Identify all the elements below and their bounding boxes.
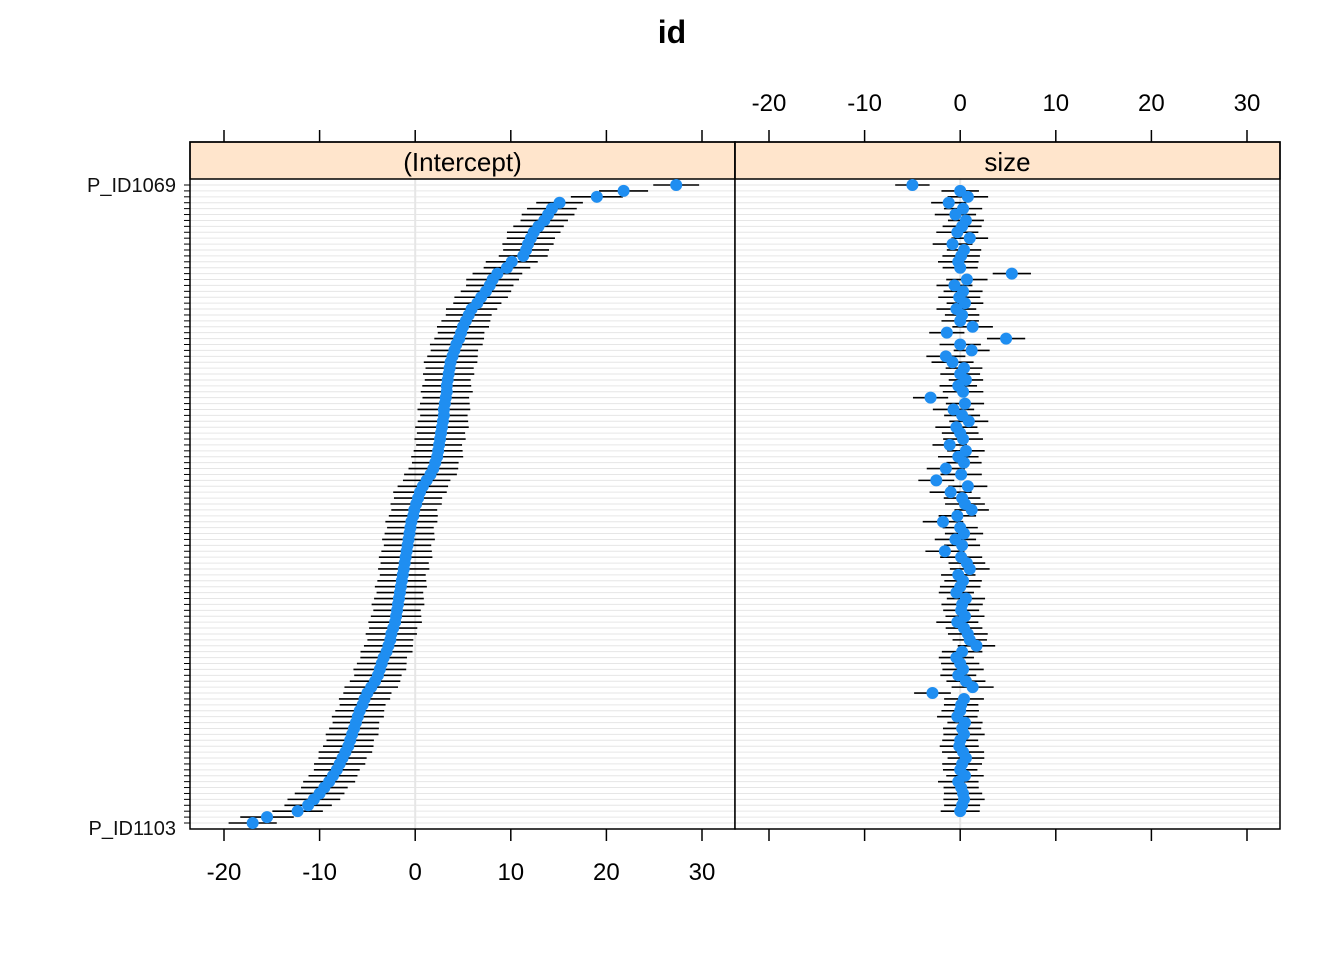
size-point — [958, 297, 971, 310]
size-point — [957, 385, 970, 398]
intercept-point — [517, 249, 530, 262]
size-point — [930, 474, 943, 487]
strip-0 — [189, 141, 736, 180]
size-point — [940, 326, 953, 339]
size-point — [962, 415, 975, 428]
size-point — [966, 681, 979, 694]
intercept-point — [590, 190, 603, 203]
size-point — [961, 190, 974, 203]
size-point — [946, 356, 959, 369]
row-label: P_ID1103 — [89, 818, 176, 840]
size-point — [951, 509, 964, 522]
x-tick-label: -10 — [302, 859, 337, 886]
size-point — [954, 314, 967, 327]
size-point — [938, 545, 951, 558]
x-tick-label: -20 — [752, 90, 787, 117]
size-point — [954, 338, 967, 351]
size-point — [946, 238, 959, 251]
row-label: P_ID1069 — [87, 175, 176, 197]
size-point — [924, 391, 937, 404]
strip-label-1: size — [984, 147, 1030, 177]
size-point — [961, 480, 974, 493]
size-point — [956, 539, 969, 552]
size-point — [926, 687, 939, 700]
size-point — [963, 232, 976, 245]
size-point — [960, 273, 973, 286]
panel-border-1 — [734, 141, 1281, 830]
size-point — [957, 433, 970, 446]
size-point — [1000, 332, 1013, 345]
size-point — [942, 196, 955, 209]
size-point — [958, 397, 971, 410]
strip-1 — [734, 141, 1281, 180]
size-point — [958, 456, 971, 469]
size-point — [966, 320, 979, 333]
size-point — [906, 179, 919, 191]
size-point — [965, 503, 978, 516]
intercept-point — [670, 179, 683, 191]
size-point — [954, 805, 967, 818]
intercept-point — [302, 799, 315, 812]
size-point — [947, 403, 960, 416]
size-point — [948, 279, 961, 292]
x-tick-label: 0 — [954, 90, 967, 117]
x-tick-label: 10 — [497, 859, 524, 886]
size-point — [958, 527, 971, 540]
chart-title: id — [658, 14, 686, 50]
x-tick-label: -10 — [847, 90, 882, 117]
size-point — [943, 438, 956, 451]
size-point — [949, 208, 962, 221]
x-tick-label: 0 — [409, 859, 422, 886]
intercept-point — [261, 811, 274, 824]
size-point — [1005, 267, 1018, 280]
size-point — [939, 462, 952, 475]
size-point — [955, 468, 968, 481]
size-point — [954, 261, 967, 274]
intercept-point — [617, 184, 630, 197]
x-tick-label: 20 — [1138, 90, 1165, 117]
size-point — [951, 226, 964, 239]
strip-label-0: (Intercept) — [403, 147, 522, 177]
intercept-point — [291, 805, 304, 818]
x-tick-label: 30 — [1234, 90, 1261, 117]
intercept-point — [246, 817, 259, 829]
intercept-point — [500, 261, 513, 274]
size-point — [970, 639, 983, 652]
x-tick-label: 10 — [1042, 90, 1069, 117]
x-tick-label: -20 — [207, 859, 242, 886]
size-point — [950, 586, 963, 599]
x-tick-label: 20 — [593, 859, 620, 886]
panels: (Intercept) size -20 -20 -10 -10 0 0 10 10 20 20 30 3… — [87, 90, 1281, 886]
x-tick-label: 30 — [689, 859, 716, 886]
size-point — [944, 486, 957, 499]
size-point — [936, 515, 949, 528]
size-point — [965, 344, 978, 357]
size-point — [963, 562, 976, 575]
